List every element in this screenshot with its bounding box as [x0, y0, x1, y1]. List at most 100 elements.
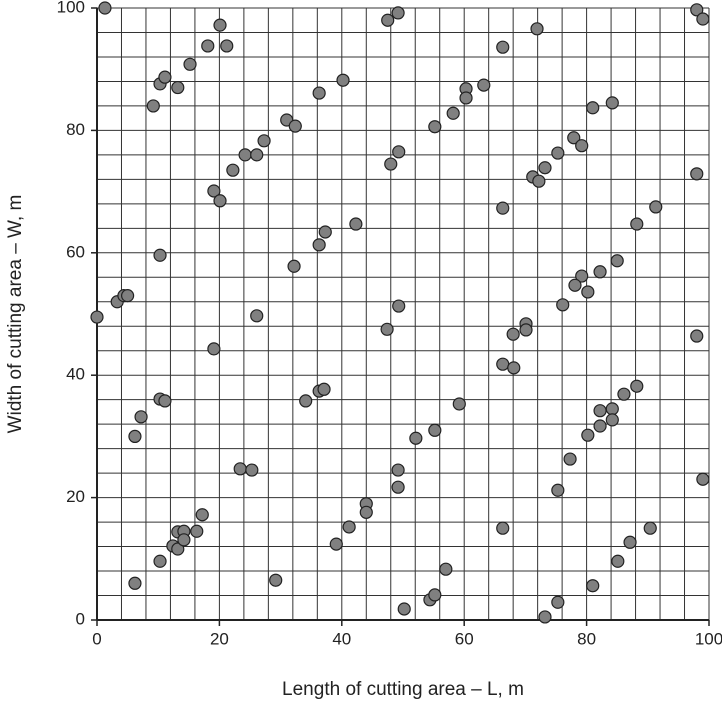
point — [605, 413, 619, 427]
point — [128, 429, 142, 443]
point — [153, 248, 167, 262]
point — [581, 428, 595, 442]
point — [649, 200, 663, 214]
point — [146, 99, 160, 113]
point — [213, 18, 227, 32]
x-tick-label: 0 — [92, 629, 101, 648]
point — [207, 342, 221, 356]
point — [195, 508, 209, 522]
x-tick-label: 100 — [695, 629, 722, 648]
point — [446, 106, 460, 120]
point — [381, 13, 395, 27]
y-tick-label: 80 — [66, 120, 85, 139]
point — [428, 588, 442, 602]
point — [359, 505, 373, 519]
y-axis-title: Width of cutting area – W, m — [5, 195, 26, 434]
point — [605, 402, 619, 416]
point — [610, 254, 624, 268]
point — [391, 480, 405, 494]
point — [177, 533, 191, 547]
point — [496, 521, 510, 535]
point — [519, 323, 533, 337]
point — [392, 299, 406, 313]
point — [690, 167, 704, 181]
point — [586, 101, 600, 115]
point — [428, 423, 442, 437]
point — [623, 535, 637, 549]
point — [605, 96, 619, 110]
point — [207, 184, 221, 198]
point — [98, 1, 112, 15]
point — [439, 562, 453, 576]
point — [201, 39, 215, 53]
point — [452, 397, 466, 411]
point — [329, 537, 343, 551]
point — [158, 394, 172, 408]
point — [269, 573, 283, 587]
point — [538, 610, 552, 624]
point — [567, 131, 581, 145]
point — [696, 472, 710, 486]
y-tick-label: 20 — [66, 487, 85, 506]
x-axis-title: Length of cutting area – L, m — [282, 679, 524, 700]
point — [477, 78, 491, 92]
point — [538, 161, 552, 175]
point — [551, 595, 565, 609]
point — [171, 542, 185, 556]
point — [690, 329, 704, 343]
point — [496, 357, 510, 371]
point — [245, 463, 259, 477]
point — [459, 91, 473, 105]
point — [392, 145, 406, 159]
point — [507, 361, 521, 375]
point — [696, 12, 710, 26]
point — [428, 120, 442, 134]
y-tick-label: 40 — [66, 365, 85, 384]
point — [593, 419, 607, 433]
point — [299, 394, 313, 408]
point — [287, 259, 301, 273]
point — [530, 22, 544, 36]
y-tick-label: 60 — [66, 242, 85, 261]
point — [496, 40, 510, 54]
point — [120, 289, 135, 303]
point — [575, 269, 589, 283]
point — [312, 86, 326, 100]
point — [90, 310, 104, 324]
point — [593, 404, 607, 418]
point — [226, 163, 240, 177]
point — [380, 322, 394, 336]
point — [250, 309, 264, 323]
point — [153, 554, 167, 568]
point — [551, 483, 565, 497]
point — [342, 520, 356, 534]
point — [288, 119, 302, 133]
point — [220, 39, 234, 53]
point — [391, 6, 405, 20]
point — [250, 148, 264, 162]
point — [257, 134, 271, 148]
point — [349, 217, 363, 231]
point — [611, 554, 625, 568]
point — [171, 80, 185, 95]
point — [397, 602, 411, 616]
point — [213, 194, 227, 208]
x-tick-label: 20 — [210, 629, 229, 648]
point — [312, 238, 326, 252]
point — [317, 382, 331, 396]
point — [183, 57, 197, 71]
x-tick-label: 40 — [332, 629, 351, 648]
point — [575, 139, 589, 153]
point — [233, 462, 247, 476]
y-tick-label: 100 — [57, 0, 85, 16]
point — [551, 146, 565, 160]
point — [581, 285, 595, 299]
point — [593, 265, 607, 279]
point — [506, 327, 520, 341]
point — [128, 576, 142, 590]
point — [391, 463, 405, 477]
point — [556, 298, 570, 312]
point — [238, 148, 252, 162]
point — [409, 431, 423, 445]
